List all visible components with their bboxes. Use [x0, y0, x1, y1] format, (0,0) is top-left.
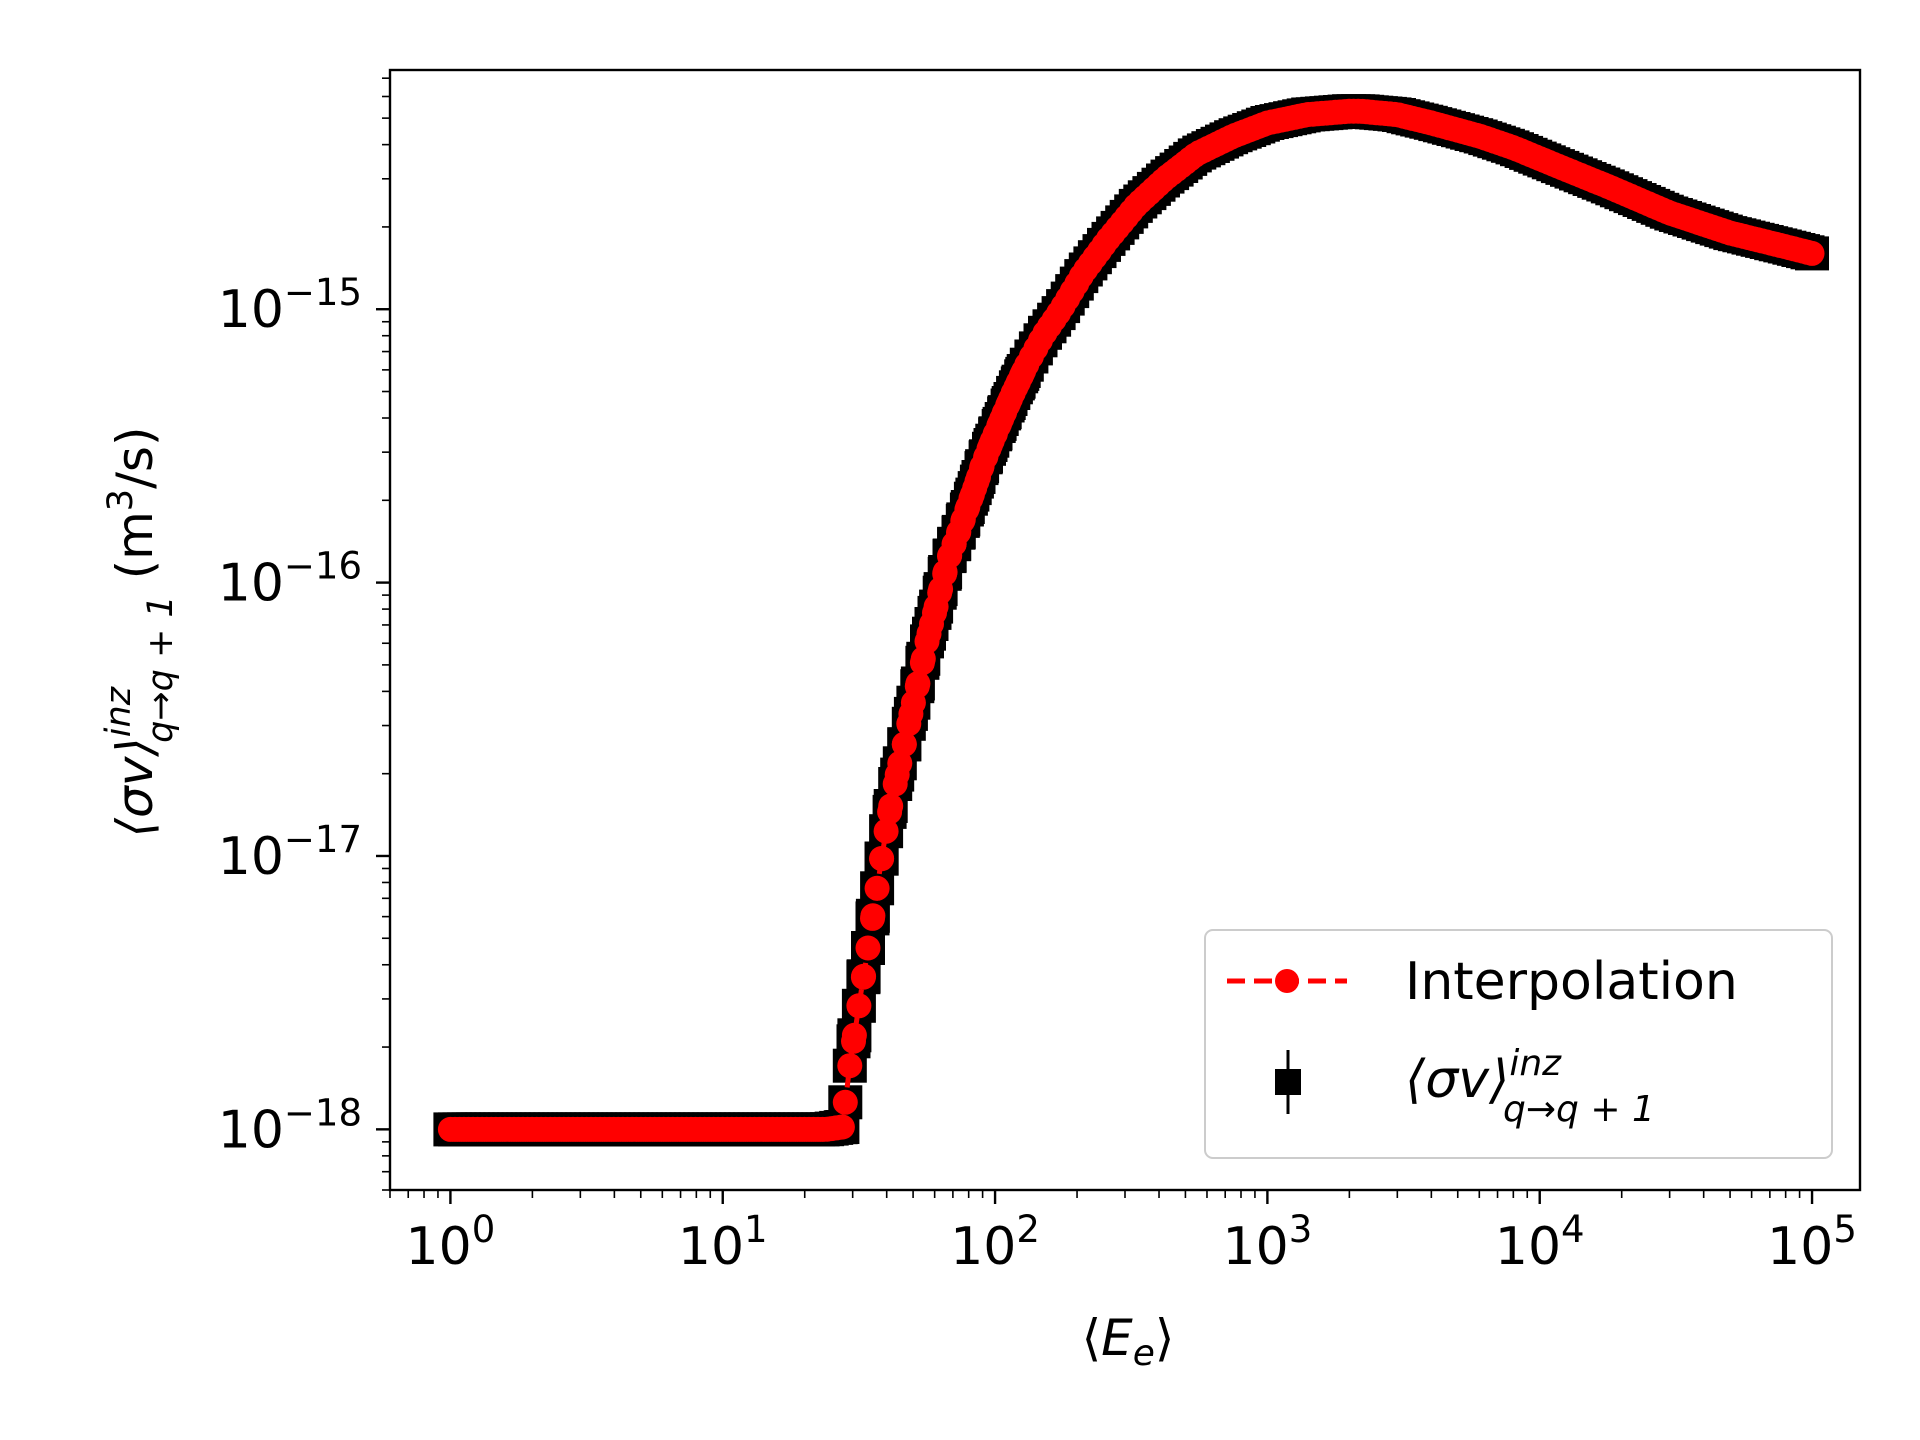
x-axis-title: ⟨Ee⟩: [1082, 1309, 1175, 1374]
y-axis-title: ⟨σv⟩inzq→q + 1 (m3/s): [99, 427, 181, 838]
x-tick-label: 104: [1495, 1208, 1585, 1277]
y-tick-label: 10−16: [218, 545, 362, 614]
interpolation-point: [864, 875, 890, 901]
y-axis-title-sub: q→q + 1: [141, 595, 181, 743]
y-tick-label-base: 10: [218, 1100, 284, 1160]
y-tick-label-exp: −17: [284, 818, 362, 861]
x-tick-label-base: 10: [950, 1217, 1016, 1277]
x-axis-title-sub: e: [1133, 1333, 1155, 1374]
interpolation-point: [905, 671, 931, 696]
x-tick-label-exp: 2: [1016, 1208, 1040, 1251]
y-axis-title-unit-post: /s): [106, 427, 164, 489]
x-tick-label: 105: [1767, 1208, 1857, 1277]
interpolation-point: [837, 1053, 863, 1079]
legend: Interpolation ⟨σv⟩inz q→q + 1: [1204, 929, 1833, 1159]
legend-data-label: ⟨σv⟩inz q→q + 1: [1405, 1043, 1655, 1130]
interpolation-point: [855, 935, 881, 961]
y-tick-label-base: 10: [218, 554, 284, 614]
interpolation-point: [860, 903, 886, 929]
x-tick-label-base: 10: [678, 1217, 744, 1277]
legend-interpolation-marker: [1275, 969, 1299, 993]
legend-data-label-main: ⟨σv⟩: [1405, 1050, 1509, 1110]
legend-box: [1204, 929, 1833, 1159]
x-tick-label-exp: 5: [1833, 1208, 1857, 1251]
interpolation-point: [851, 963, 877, 989]
x-tick-label: 100: [406, 1208, 496, 1277]
interpolation-point: [846, 993, 872, 1019]
interpolation-point: [878, 793, 904, 819]
x-axis-title-main: E: [1101, 1309, 1133, 1367]
interpolation-point: [829, 1114, 855, 1140]
x-axis-title-post: ⟩: [1155, 1309, 1175, 1367]
legend-square-marker: [1275, 1069, 1301, 1095]
interpolation-point: [841, 1022, 867, 1048]
y-axis-title-unit-pre: (m: [106, 511, 164, 595]
x-tick-label-exp: 3: [1289, 1208, 1313, 1251]
y-axis-title-sup: inz: [99, 686, 139, 737]
legend-data-label-sup: inz: [1509, 1043, 1562, 1084]
x-tick-label-exp: 1: [744, 1208, 768, 1251]
interpolation-point: [832, 1089, 858, 1115]
x-tick-label-exp: 0: [472, 1208, 496, 1251]
interpolation-point: [1799, 240, 1825, 266]
y-axis-title-main: ⟨σv⟩: [106, 737, 164, 837]
y-tick-label: 10−15: [218, 271, 362, 340]
legend-data-label-sub: q→q + 1: [1503, 1089, 1655, 1130]
x-tick-label: 101: [678, 1208, 768, 1277]
x-tick-label-exp: 4: [1561, 1208, 1585, 1251]
interpolation-series: [437, 98, 1825, 1142]
y-tick-label-exp: −15: [284, 271, 362, 314]
x-tick-label-base: 10: [406, 1217, 472, 1277]
y-tick-label-exp: −16: [284, 545, 362, 588]
y-tick-label: 10−17: [218, 818, 362, 887]
y-tick-label-base: 10: [218, 827, 284, 887]
x-tick-label: 103: [1223, 1208, 1313, 1277]
x-tick-label-base: 10: [1495, 1217, 1561, 1277]
interpolation-point: [887, 750, 913, 776]
interpolation-point: [873, 818, 899, 844]
y-tick-label-exp: −18: [284, 1091, 362, 1134]
legend-interpolation-label: Interpolation: [1405, 952, 1738, 1012]
y-axis-title-unit-sup: 3: [101, 489, 141, 511]
x-axis-ticks: 100 101 102 103 104 105: [389, 1190, 1857, 1277]
x-axis-title-pre: ⟨: [1082, 1309, 1102, 1367]
y-tick-label-base: 10: [218, 280, 284, 340]
interpolation-point: [891, 731, 917, 757]
x-tick-label: 102: [950, 1208, 1040, 1277]
x-tick-label-base: 10: [1767, 1217, 1833, 1277]
y-tick-label: 10−18: [218, 1091, 362, 1160]
interpolation-point: [869, 846, 895, 871]
x-tick-label-base: 10: [1223, 1217, 1289, 1277]
